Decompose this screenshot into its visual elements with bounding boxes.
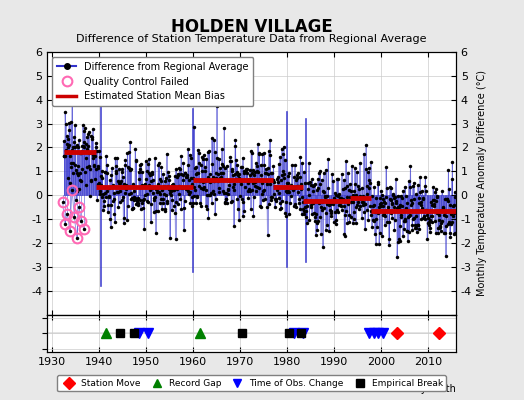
Legend: Station Move, Record Gap, Time of Obs. Change, Empirical Break: Station Move, Record Gap, Time of Obs. C… [57, 375, 446, 392]
Y-axis label: Monthly Temperature Anomaly Difference (°C): Monthly Temperature Anomaly Difference (… [477, 70, 487, 296]
Text: Difference of Station Temperature Data from Regional Average: Difference of Station Temperature Data f… [77, 34, 427, 44]
Text: Berkeley Earth: Berkeley Earth [384, 384, 456, 394]
Legend: Difference from Regional Average, Quality Control Failed, Estimated Station Mean: Difference from Regional Average, Qualit… [52, 57, 254, 106]
Text: HOLDEN VILLAGE: HOLDEN VILLAGE [171, 18, 332, 36]
